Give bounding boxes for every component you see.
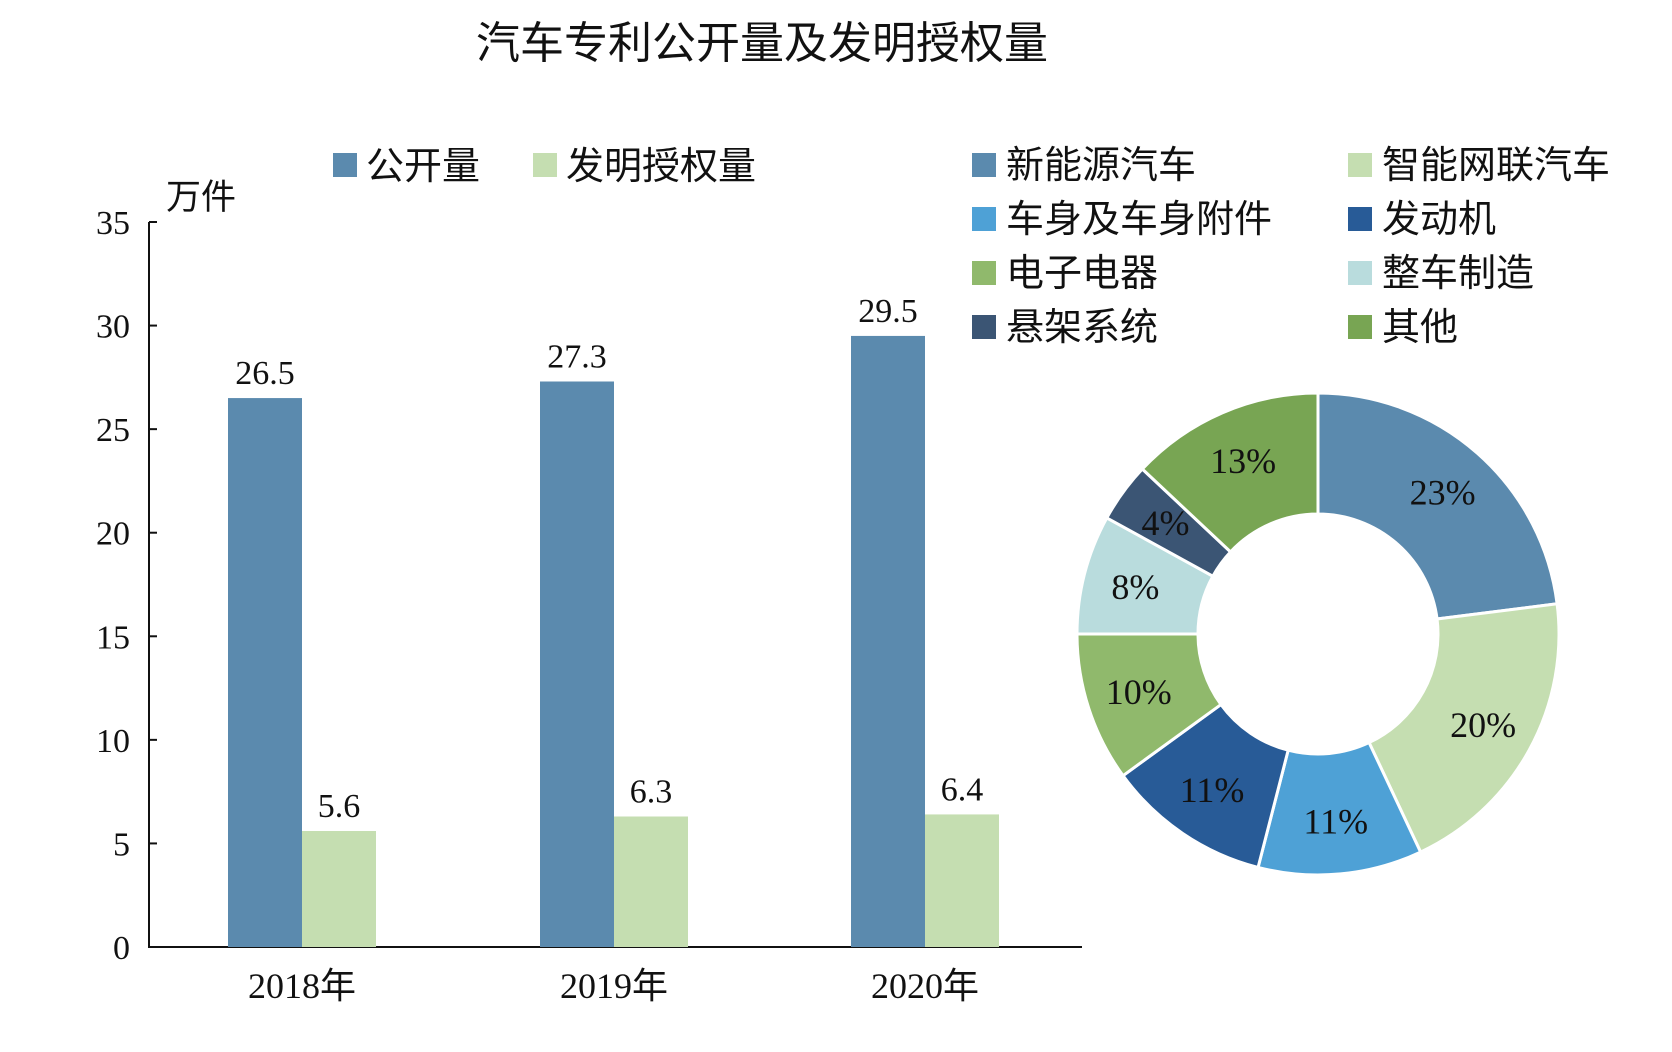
donut-slice-label: 8%	[1111, 567, 1159, 607]
y-tick-label: 20	[96, 516, 130, 553]
pie-legend-label: 车身及车身附件	[1006, 197, 1272, 241]
bar-value-label: 5.6	[318, 788, 361, 825]
pie-legend-label: 发动机	[1382, 197, 1496, 241]
donut-slice-label: 11%	[1180, 770, 1245, 810]
x-tick-label: 2019年	[560, 966, 668, 1006]
pie-legend-swatch	[1348, 207, 1372, 231]
pie-legend-swatch	[972, 261, 996, 285]
y-tick-label: 25	[96, 412, 130, 449]
donut-slice-label: 4%	[1142, 503, 1190, 543]
bar-value-label: 27.3	[547, 339, 607, 376]
y-tick-label: 0	[113, 930, 130, 967]
chart-title: 汽车专利公开量及发明授权量	[476, 18, 1048, 69]
donut-slice	[1367, 602, 1561, 855]
legend-swatch-granted	[533, 153, 557, 177]
x-tick-label: 2018年	[248, 966, 356, 1006]
x-tick-label: 2020年	[871, 966, 979, 1006]
pie-legend-label: 电子电器	[1006, 251, 1158, 295]
bar-value-label: 6.4	[941, 771, 984, 808]
bar-granted	[302, 831, 376, 947]
bar-published	[851, 335, 925, 947]
pie-legend-swatch	[1348, 315, 1372, 339]
y-tick-label: 10	[96, 723, 130, 760]
bar-value-label: 26.5	[235, 355, 295, 392]
donut-slice	[1316, 391, 1559, 621]
donut-slice-label: 11%	[1303, 802, 1368, 842]
legend-label-published: 公开量	[366, 144, 480, 188]
y-tick-label: 15	[96, 619, 130, 656]
y-tick-label: 5	[113, 826, 130, 863]
pie-legend-label: 悬架系统	[1006, 305, 1158, 349]
legend-label-granted: 发明授权量	[566, 144, 756, 188]
donut-slice-label: 20%	[1450, 705, 1516, 745]
pie-legend-swatch	[972, 315, 996, 339]
y-axis-ticks: 0 5 10 15 20 25 30 35	[96, 205, 157, 967]
pie-legend-label: 新能源汽车	[1006, 143, 1196, 187]
donut-slice-label: 13%	[1210, 441, 1276, 481]
y-tick-label: 35	[96, 205, 130, 242]
donut-slice	[1140, 391, 1320, 554]
bar-granted	[925, 814, 999, 947]
bar-published	[540, 381, 614, 947]
donut-chart: 23% 20% 11% 11% 10% 8% 4% 13%	[1075, 391, 1561, 877]
pie-legend-label: 整车制造	[1382, 251, 1534, 295]
pie-legend-swatch	[972, 153, 996, 177]
donut-slice-label: 23%	[1410, 473, 1476, 513]
donut-slice-label: 10%	[1106, 672, 1172, 712]
bar-legend: 公开量 发明授权量	[333, 144, 756, 188]
y-axis-unit-label: 万件	[166, 178, 236, 218]
legend-swatch-published	[333, 153, 357, 177]
bar-value-label: 6.3	[630, 774, 673, 811]
bar-published	[228, 398, 302, 948]
y-tick-label: 30	[96, 309, 130, 346]
pie-legend-label: 其他	[1382, 305, 1458, 349]
bar-plot-area: 26.5 5.6 27.3 6.3 29.5 6.4	[228, 293, 999, 948]
pie-legend-swatch	[1348, 153, 1372, 177]
bar-granted	[614, 816, 688, 947]
bar-value-label: 29.5	[858, 293, 918, 330]
pie-legend-label: 智能网联汽车	[1382, 143, 1610, 187]
pie-legend-swatch	[1348, 261, 1372, 285]
x-axis-ticks: 2018年 2019年 2020年	[248, 966, 979, 1006]
pie-legend-swatch	[972, 207, 996, 231]
